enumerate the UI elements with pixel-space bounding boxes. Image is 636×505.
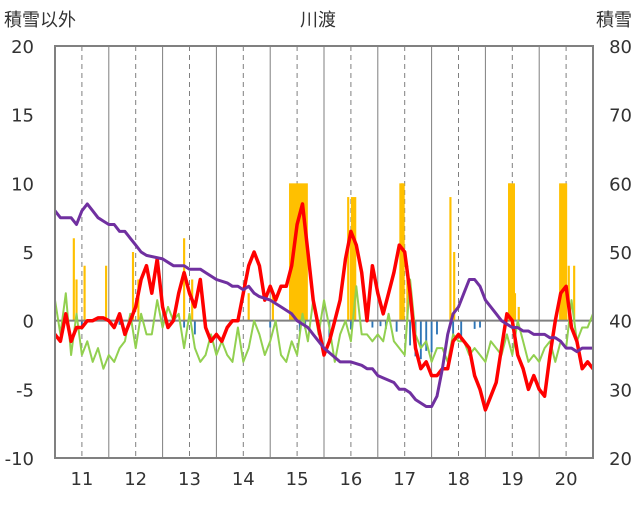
left-axis-title: 積雪以外 — [4, 10, 76, 31]
negative-bar — [460, 320, 463, 342]
y-left-tick-label: 20 — [11, 37, 34, 58]
right-axis-title: 積雪 — [596, 10, 632, 31]
precip-bar — [105, 265, 108, 321]
chart-title: 川渡 — [300, 10, 336, 31]
left-tick-labels: -10 -5 0 5 10 15 20 — [5, 37, 34, 470]
negative-bar — [269, 320, 272, 328]
x-tick-label: 17 — [393, 469, 416, 490]
negative-bar — [473, 320, 476, 329]
red-series-line — [55, 202, 593, 412]
negative-bar — [395, 320, 398, 332]
x-tick-labels: 11 12 13 14 15 16 17 18 19 20 — [70, 469, 577, 490]
series-group — [55, 183, 593, 412]
right-tick-labels: 20 30 40 50 60 70 80 — [609, 37, 632, 470]
negative-bar — [409, 320, 412, 346]
negative-bar — [436, 320, 438, 335]
y-right-tick-label: 80 — [609, 37, 632, 58]
negative-bar — [298, 320, 301, 332]
x-tick-label: 18 — [447, 469, 470, 490]
negative-bar — [183, 320, 186, 328]
precip-bar — [347, 197, 350, 321]
y-left-tick-label: 15 — [11, 106, 34, 127]
y-right-tick-label: 20 — [609, 449, 632, 470]
negative-bar — [349, 320, 352, 329]
y-right-tick-label: 70 — [609, 106, 632, 127]
precip-bar — [453, 252, 456, 321]
precip-bar — [517, 306, 520, 321]
green-series-line — [55, 278, 593, 370]
precip-bar — [131, 252, 135, 321]
negative-bar — [379, 320, 382, 327]
x-tick-label: 20 — [555, 469, 578, 490]
y-left-tick-label: 5 — [23, 243, 34, 264]
y-left-tick-label: 0 — [23, 312, 34, 333]
y-left-tick-label: -5 — [16, 380, 34, 401]
x-tick-label: 11 — [70, 469, 93, 490]
negative-bar — [419, 320, 422, 360]
y-right-tick-label: 40 — [609, 312, 632, 333]
x-tick-label: 15 — [286, 469, 309, 490]
negative-bar — [430, 320, 433, 353]
precip-bar — [75, 279, 78, 321]
precip-band — [350, 197, 357, 321]
negative-bar — [425, 320, 428, 351]
x-tick-label: 16 — [339, 469, 362, 490]
x-tick-label: 12 — [124, 469, 147, 490]
x-tick-label: 13 — [178, 469, 201, 490]
y-left-tick-label: -10 — [5, 449, 34, 470]
precip-bar — [271, 293, 274, 321]
precip-band — [507, 183, 515, 321]
precip-bar — [449, 197, 452, 321]
precip-bar — [83, 265, 86, 321]
purple-series-line — [55, 202, 593, 408]
negative-bar — [118, 320, 121, 325]
precip-band — [399, 183, 405, 321]
precip-bar — [406, 265, 409, 321]
negative-bar — [452, 320, 455, 338]
negative-bar — [193, 320, 196, 335]
y-right-tick-label: 50 — [609, 243, 632, 264]
precip-bar — [567, 265, 570, 321]
negative-bar — [80, 320, 83, 327]
y-left-tick-label: 10 — [11, 174, 34, 195]
precip-bar — [573, 265, 576, 321]
y-right-tick-label: 30 — [609, 380, 632, 401]
plot-frame — [54, 45, 594, 459]
precip-band — [559, 183, 568, 321]
precip-bar — [247, 293, 250, 321]
x-tick-label: 14 — [232, 469, 255, 490]
negative-bar — [479, 320, 481, 328]
negative-bar — [371, 320, 374, 328]
precip-bar — [72, 238, 75, 321]
y-right-tick-label: 60 — [609, 174, 632, 195]
x-tick-label: 19 — [501, 469, 524, 490]
